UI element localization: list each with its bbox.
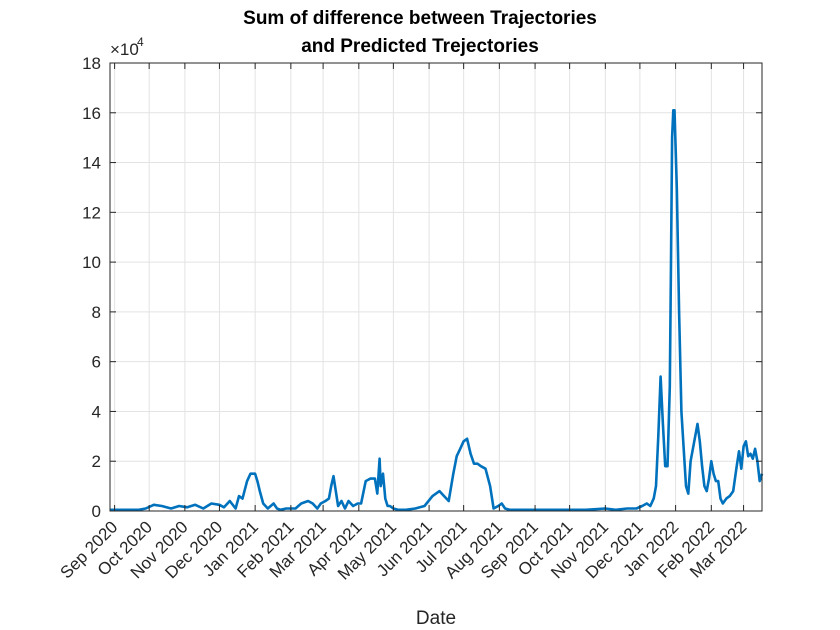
y-tick-label: 6: [92, 353, 101, 372]
y-tick-label: 14: [82, 154, 101, 173]
chart-title-line-2: and Predicted Trejectories: [301, 36, 539, 57]
axes-box: [109, 62, 763, 512]
y-exponent-power: 4: [137, 35, 144, 49]
y-tick-label: 12: [82, 203, 101, 222]
y-tick-label: 16: [82, 104, 101, 123]
y-tick-label: 0: [92, 502, 101, 521]
y-tick-label: 10: [82, 253, 101, 272]
data-series-line: [110, 109, 764, 512]
y-exponent-label: ×10: [110, 40, 139, 59]
y-tick-label: 8: [92, 303, 101, 322]
y-tick-label: 2: [92, 452, 101, 471]
plot-area: [110, 63, 762, 511]
chart-title-line-1: Sum of difference between Trajectories: [243, 8, 597, 29]
y-tick-label: 4: [92, 402, 101, 421]
y-tick-label: 18: [82, 54, 101, 73]
x-axis-label: Date: [416, 608, 456, 629]
